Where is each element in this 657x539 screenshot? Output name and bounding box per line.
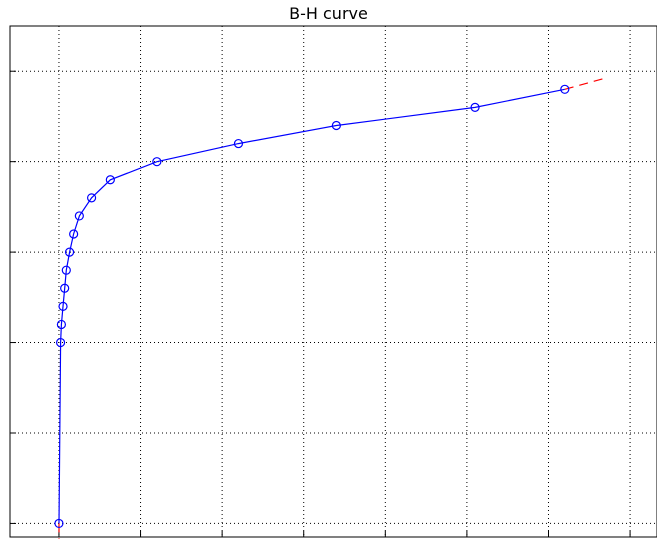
data-markers <box>54 84 570 529</box>
series-lines <box>58 77 605 539</box>
data-point-marker <box>74 211 84 221</box>
chart-title: B-H curve <box>289 4 368 23</box>
data-point-marker <box>470 102 480 112</box>
data-point-marker <box>331 120 341 131</box>
data-point-marker <box>152 157 162 167</box>
data-point-marker <box>105 175 115 185</box>
data-point-marker <box>54 518 64 529</box>
data-point-marker <box>86 193 97 203</box>
axes-box <box>9 25 657 538</box>
data-point-marker <box>560 84 570 94</box>
data-point-marker <box>60 283 70 293</box>
grid-lines <box>10 26 657 537</box>
data-point-marker <box>69 229 79 239</box>
axis-ticks <box>10 70 631 537</box>
data-point-marker <box>56 319 67 330</box>
data-point-marker <box>58 301 68 311</box>
data-point-marker <box>233 138 244 149</box>
data-point-marker <box>64 247 75 257</box>
data-point-marker <box>61 265 71 275</box>
extrapolation-dashed-line <box>564 77 605 90</box>
data-point-marker <box>55 337 66 348</box>
bh-curve-line <box>58 88 565 524</box>
